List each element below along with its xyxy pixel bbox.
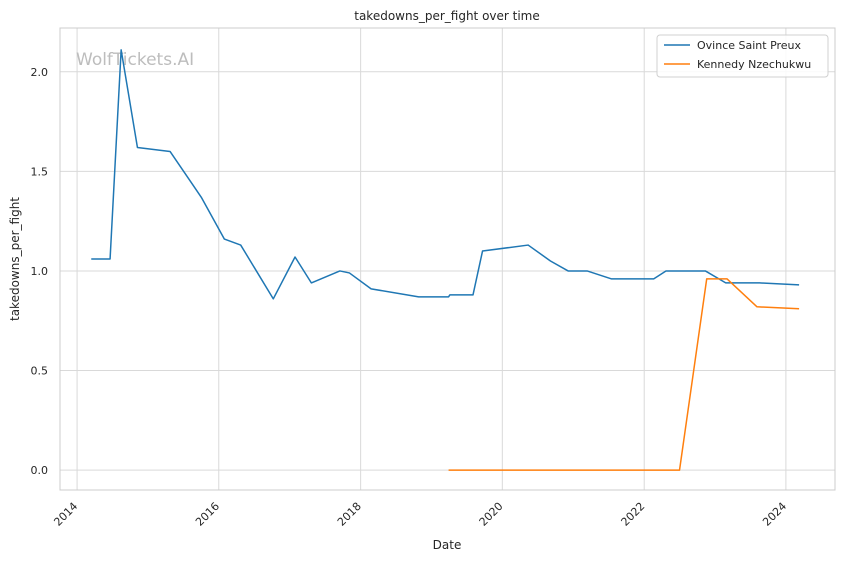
x-tick-label: 2020 [477, 500, 506, 529]
x-tick-label: 2018 [335, 500, 364, 529]
watermark-text: WolfTickets.AI [76, 50, 194, 70]
legend-label-ovince-saint-preux: Ovince Saint Preux [697, 39, 802, 52]
x-tick-labels: 2014 2016 2018 2020 2022 2024 [51, 500, 789, 529]
x-tick-label: 2014 [51, 500, 80, 529]
chart-title: takedowns_per_fight over time [354, 9, 540, 23]
y-tick-label: 1.5 [31, 165, 49, 178]
series-line-ovince-saint-preux [91, 49, 800, 300]
y-tick-label: 0.0 [31, 464, 49, 477]
plot-border [59, 27, 836, 491]
plot-area [60, 28, 835, 490]
y-tick-label: 2.0 [31, 66, 49, 79]
series-layer [91, 49, 800, 471]
legend: Ovince Saint Preux Kennedy Nzechukwu [656, 34, 829, 78]
y-tick-labels: 0.0 0.5 1.0 1.5 2.0 [31, 66, 49, 477]
x-axis-label: Date [433, 538, 462, 552]
x-tick-label: 2022 [619, 500, 648, 529]
x-tick-label: 2024 [760, 500, 789, 529]
series-line-kennedy-nzechukwu [448, 278, 800, 471]
y-axis-label: takedowns_per_fight [8, 197, 22, 321]
legend-label-kennedy-nzechukwu: Kennedy Nzechukwu [697, 58, 811, 71]
x-gridlines [76, 28, 787, 490]
y-tick-label: 0.5 [31, 365, 49, 378]
x-tick-label: 2016 [193, 500, 222, 529]
y-tick-label: 1.0 [31, 265, 49, 278]
legend-box [656, 34, 829, 78]
